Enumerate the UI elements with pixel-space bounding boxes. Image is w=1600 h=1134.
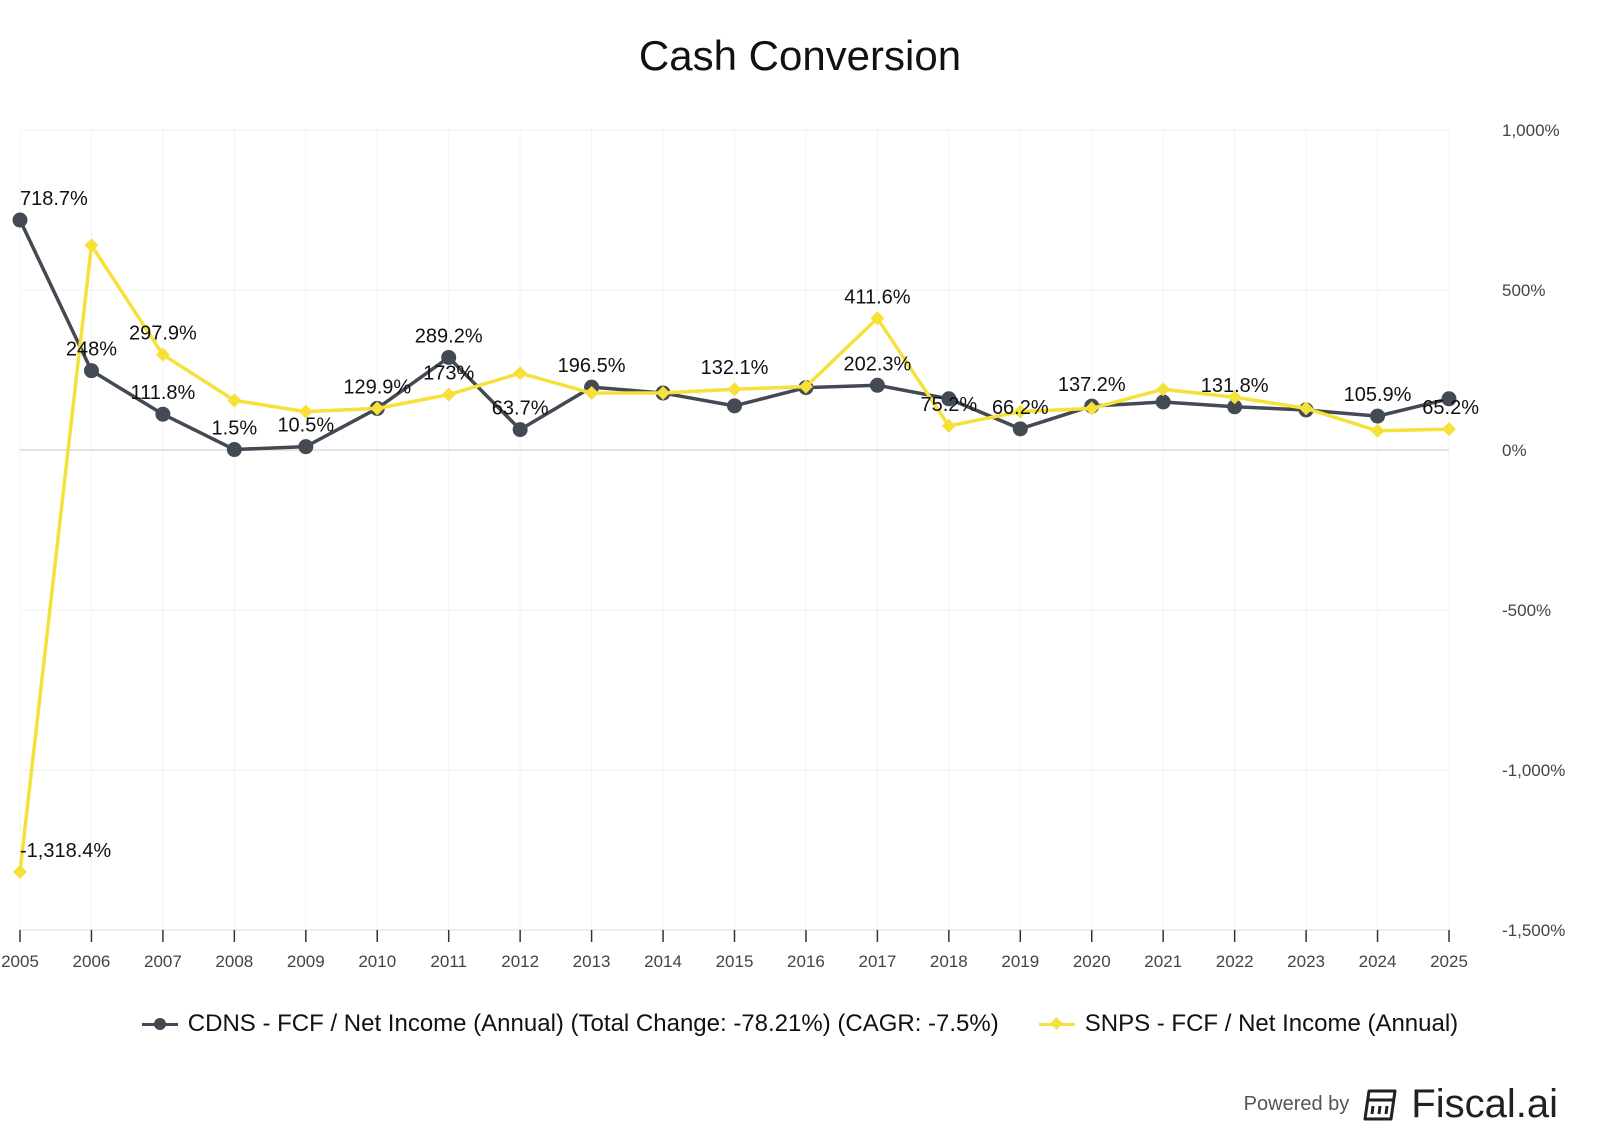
data-point-cdns[interactable]: [441, 349, 457, 365]
legend-label-cdns: CDNS - FCF / Net Income (Annual) (Total …: [187, 1010, 999, 1037]
y-tick-label: -500%: [1502, 601, 1551, 620]
x-tick-label: 2018: [930, 952, 968, 971]
x-tick-label: 2012: [501, 952, 539, 971]
data-point-snps[interactable]: [1370, 423, 1385, 438]
data-point-snps[interactable]: [584, 386, 599, 401]
data-point-snps[interactable]: [941, 418, 956, 433]
chart-plot: 1,000% 500% 0% -500% -1,000% -1,500% 2005 2006 2…: [1, 121, 1565, 971]
data-point-snps[interactable]: [84, 238, 99, 253]
x-tick-label: 2020: [1073, 952, 1111, 971]
x-tick-label: 2013: [573, 952, 611, 971]
data-point-cdns[interactable]: [1012, 421, 1028, 437]
data-label: 129.9%: [343, 376, 411, 398]
data-point-snps[interactable]: [13, 864, 27, 879]
data-label: 10.5%: [277, 415, 334, 437]
data-point-cdns[interactable]: [869, 377, 885, 393]
data-point-cdns[interactable]: [512, 422, 528, 438]
data-point-snps[interactable]: [1227, 390, 1242, 405]
data-label: 137.2%: [1058, 374, 1126, 396]
data-point-cdns[interactable]: [1155, 394, 1171, 410]
data-label: 411.6%: [844, 286, 911, 308]
x-tick-label: 2011: [430, 952, 467, 971]
powered-by-text: Powered by: [1243, 1093, 1350, 1115]
data-point-snps[interactable]: [298, 404, 313, 419]
data-label: 132.1%: [701, 357, 769, 379]
data-label: 173%: [423, 363, 474, 385]
data-point-snps[interactable]: [227, 393, 242, 408]
data-point-cdns[interactable]: [1441, 391, 1457, 407]
data-point-snps[interactable]: [155, 347, 170, 362]
powered-by[interactable]: Powered by Fiscal.ai: [1244, 1082, 1558, 1127]
x-tick-label: 2010: [358, 952, 396, 971]
data-label: 63.7%: [492, 398, 549, 420]
data-point-cdns[interactable]: [298, 439, 314, 455]
y-tick-label: -1,500%: [1502, 921, 1565, 940]
data-label: 105.9%: [1344, 384, 1412, 406]
legend-label-snps: SNPS - FCF / Net Income (Annual): [1084, 1010, 1459, 1037]
x-tick-label: 2009: [287, 952, 325, 971]
legend-diamond-icon: [1038, 1017, 1075, 1031]
x-tick-label: 2022: [1216, 952, 1254, 971]
data-label: 66.2%: [992, 397, 1049, 419]
data-label: 718.7%: [20, 188, 88, 210]
data-point-cdns[interactable]: [727, 398, 742, 414]
data-label: 196.5%: [558, 355, 626, 377]
data-point-snps[interactable]: [727, 382, 742, 397]
data-point-snps[interactable]: [1084, 401, 1099, 416]
data-point-cdns[interactable]: [1370, 408, 1386, 424]
x-tick-label: 2014: [644, 952, 682, 971]
x-tick-label: 2017: [858, 952, 896, 971]
data-label: 65.2%: [1422, 397, 1479, 419]
y-tick-label: 500%: [1502, 281, 1545, 300]
y-tick-label: 1,000%: [1502, 121, 1560, 140]
data-point-cdns[interactable]: [226, 442, 242, 458]
x-tick-label: 2006: [73, 952, 111, 971]
x-tick-label: 2019: [1001, 952, 1039, 971]
x-tick-label: 2015: [716, 952, 754, 971]
fiscal-logo-icon: [1363, 1089, 1397, 1120]
x-tick-label: 2025: [1430, 952, 1468, 971]
data-label: 111.8%: [130, 382, 195, 404]
x-tick-label: 2007: [144, 952, 182, 971]
data-point-snps[interactable]: [1156, 382, 1171, 397]
data-point-snps[interactable]: [1299, 401, 1314, 416]
y-tick-label: -1,000%: [1502, 761, 1565, 780]
y-tick-label: 0%: [1502, 441, 1527, 460]
data-point-cdns[interactable]: [1227, 399, 1243, 415]
chart-title: Cash Conversion: [638, 32, 962, 79]
x-tick-label: 2008: [215, 952, 253, 971]
x-tick-label: 2024: [1359, 952, 1397, 971]
data-point-snps[interactable]: [656, 386, 671, 401]
data-label: 289.2%: [415, 325, 483, 347]
data-point-cdns[interactable]: [12, 212, 28, 228]
data-point-snps[interactable]: [441, 387, 456, 402]
data-point-snps[interactable]: [870, 311, 885, 326]
data-point-snps[interactable]: [1013, 404, 1028, 419]
legend-item-cdns[interactable]: CDNS - FCF / Net Income (Annual) (Total …: [141, 1010, 999, 1038]
data-label: 75.2%: [920, 394, 977, 416]
x-tick-label: 2023: [1287, 952, 1325, 971]
brand-name: Fiscal.ai: [1411, 1082, 1558, 1126]
x-tick-label: 2016: [787, 952, 825, 971]
data-point-snps[interactable]: [1442, 422, 1456, 437]
data-label: 202.3%: [843, 353, 911, 375]
data-label: -1,318.4%: [20, 840, 111, 862]
legend: CDNS - FCF / Net Income (Annual) (Total …: [0, 1010, 1600, 1038]
data-label: 297.9%: [129, 323, 197, 345]
x-tick-label: 2021: [1144, 952, 1182, 971]
data-point-cdns[interactable]: [83, 363, 99, 379]
data-point-snps[interactable]: [370, 401, 385, 416]
data-point-cdns[interactable]: [155, 406, 171, 422]
data-point-cdns[interactable]: [941, 391, 957, 407]
data-point-snps[interactable]: [513, 366, 528, 381]
data-label: 1.5%: [212, 418, 258, 440]
legend-item-snps[interactable]: SNPS - FCF / Net Income (Annual): [1038, 1010, 1459, 1038]
data-label: 131.8%: [1201, 375, 1269, 397]
data-point-snps[interactable]: [798, 379, 813, 394]
x-tick-label: 2005: [1, 952, 39, 971]
legend-circle-icon: [141, 1017, 178, 1031]
data-label: 248%: [66, 339, 117, 361]
